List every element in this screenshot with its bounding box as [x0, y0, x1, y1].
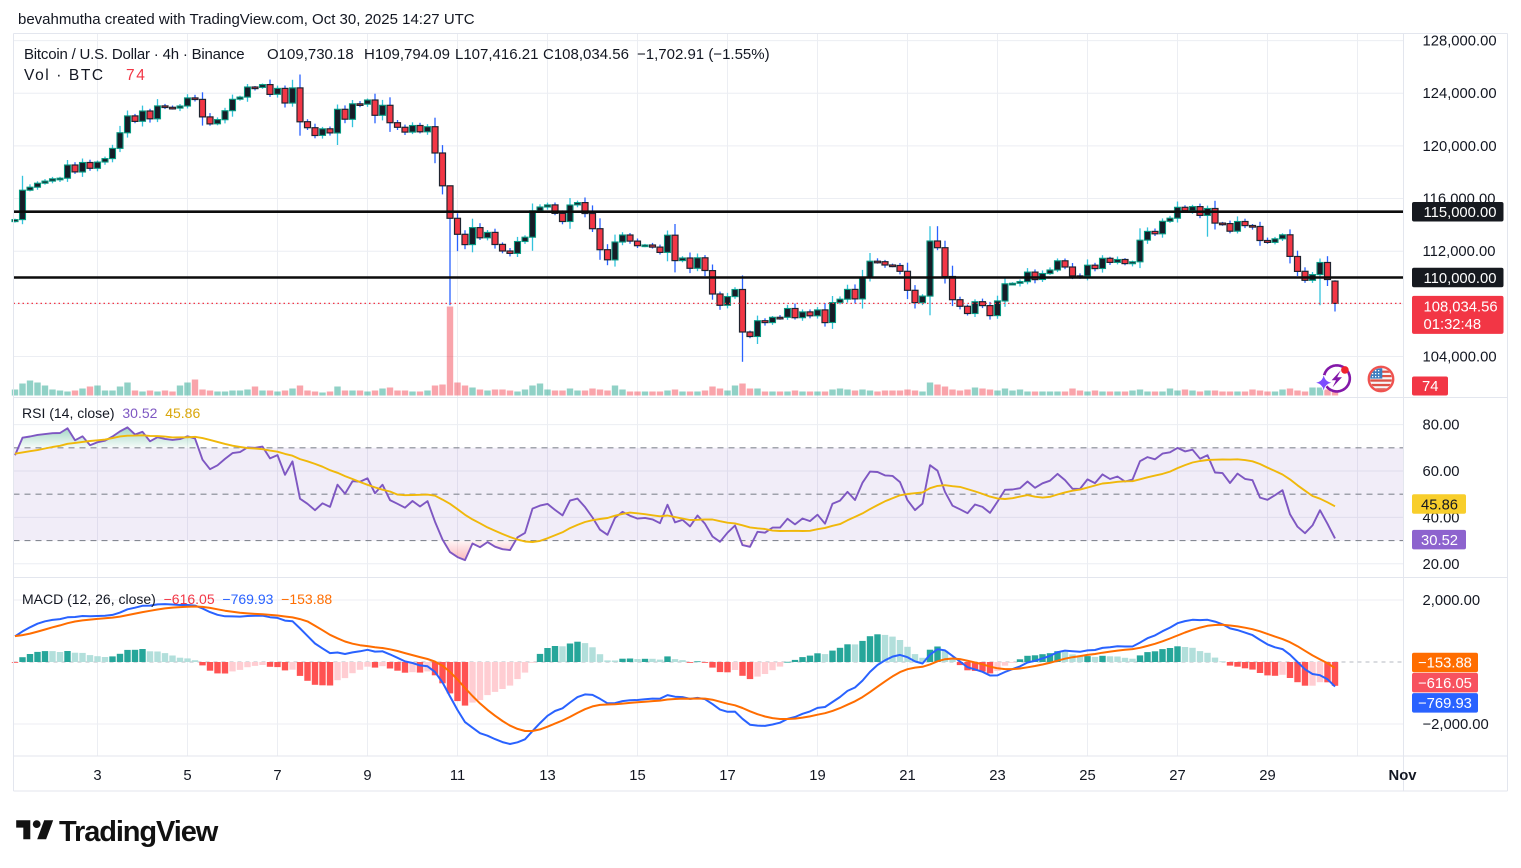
svg-text:01:32:48: 01:32:48	[1424, 317, 1482, 333]
svg-text:124,000.00: 124,000.00	[1423, 86, 1497, 102]
svg-text:−2,000.00: −2,000.00	[1423, 717, 1489, 733]
svg-text:115,000.00: 115,000.00	[1424, 205, 1497, 221]
svg-text:13: 13	[539, 768, 555, 784]
svg-text:−616.05: −616.05	[1418, 676, 1472, 692]
svg-text:112,000.00: 112,000.00	[1423, 244, 1496, 260]
svg-text:27: 27	[1169, 768, 1185, 784]
svg-text:80.00: 80.00	[1423, 418, 1460, 434]
svg-text:TradingView: TradingView	[59, 816, 219, 848]
svg-text:30.52: 30.52	[1421, 533, 1458, 549]
svg-text:120,000.00: 120,000.00	[1423, 139, 1497, 155]
svg-text:MACD (12, 26, close) −616.05: MACD (12, 26, close) −616.05 −769.93 −15…	[22, 591, 332, 607]
svg-text:Nov: Nov	[1389, 768, 1418, 784]
svg-text:7: 7	[273, 768, 281, 784]
svg-text:110,000.00: 110,000.00	[1424, 271, 1497, 287]
svg-text:19: 19	[809, 768, 825, 784]
svg-text:−153.88: −153.88	[1418, 656, 1472, 672]
svg-text:128,000.00: 128,000.00	[1423, 34, 1497, 50]
svg-text:17: 17	[719, 768, 735, 784]
svg-text:RSI (14, close) 30.52 45.86: RSI (14, close) 30.52 45.86	[22, 405, 200, 421]
svg-text:−769.93: −769.93	[1418, 696, 1472, 712]
svg-text:108,034.56: 108,034.56	[1424, 299, 1498, 315]
svg-text:2,000.00: 2,000.00	[1423, 593, 1481, 609]
svg-text:21: 21	[899, 768, 915, 784]
svg-text:25: 25	[1079, 768, 1095, 784]
svg-text:3: 3	[93, 768, 101, 784]
svg-text:40.00: 40.00	[1423, 510, 1460, 526]
svg-text:29: 29	[1259, 768, 1275, 784]
svg-text:5: 5	[183, 768, 191, 784]
svg-text:45.86: 45.86	[1421, 497, 1458, 513]
svg-text:15: 15	[629, 768, 645, 784]
svg-text:23: 23	[989, 768, 1005, 784]
svg-text:20.00: 20.00	[1423, 557, 1460, 573]
svg-text:60.00: 60.00	[1423, 464, 1460, 480]
svg-text:11: 11	[450, 768, 465, 784]
svg-text:Bitcoin / U.S. Dollar · 4h · B: Bitcoin / U.S. Dollar · 4h · Binance O109…	[24, 46, 770, 63]
svg-text:74: 74	[1422, 379, 1438, 395]
svg-text:9: 9	[363, 768, 371, 784]
svg-text:104,000.00: 104,000.00	[1423, 350, 1497, 366]
